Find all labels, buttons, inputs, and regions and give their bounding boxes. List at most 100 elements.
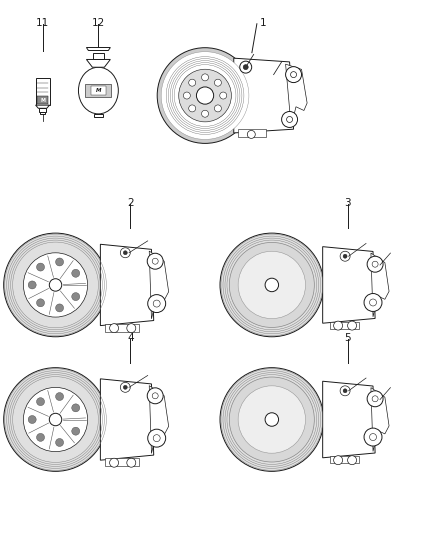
Bar (91, 86, 106, 95)
Bar (39, 108, 46, 112)
Circle shape (72, 427, 80, 435)
Circle shape (189, 79, 196, 86)
Ellipse shape (78, 67, 118, 114)
Circle shape (243, 64, 248, 70)
Circle shape (372, 261, 378, 267)
Circle shape (72, 269, 80, 277)
Circle shape (367, 391, 383, 407)
Text: 1: 1 (260, 18, 266, 28)
Circle shape (72, 293, 80, 301)
Circle shape (189, 105, 196, 112)
Circle shape (152, 393, 158, 399)
Circle shape (110, 324, 119, 333)
Circle shape (343, 389, 347, 393)
Circle shape (4, 233, 107, 337)
Circle shape (334, 321, 343, 330)
Polygon shape (371, 253, 389, 317)
Circle shape (201, 110, 208, 117)
Circle shape (153, 435, 160, 442)
Polygon shape (35, 105, 49, 108)
Circle shape (370, 299, 377, 306)
Circle shape (340, 386, 350, 396)
Text: 11: 11 (36, 18, 49, 28)
Text: 3: 3 (344, 198, 351, 208)
Circle shape (364, 294, 382, 311)
Circle shape (56, 393, 64, 400)
Circle shape (49, 279, 62, 291)
Circle shape (124, 385, 127, 389)
Circle shape (265, 278, 279, 292)
Bar (37, 95, 48, 104)
Text: M: M (40, 98, 45, 102)
Text: 12: 12 (92, 18, 105, 28)
Circle shape (56, 304, 64, 312)
Circle shape (238, 386, 306, 453)
Circle shape (364, 428, 382, 446)
Circle shape (157, 47, 253, 143)
Circle shape (240, 61, 252, 73)
Circle shape (110, 458, 119, 467)
Bar (106, 458, 139, 466)
Circle shape (124, 251, 127, 255)
Circle shape (230, 243, 314, 327)
Circle shape (230, 377, 314, 462)
Circle shape (343, 254, 347, 258)
Circle shape (147, 388, 163, 404)
Circle shape (36, 263, 45, 271)
Polygon shape (323, 247, 375, 323)
Circle shape (184, 92, 191, 99)
Circle shape (148, 295, 166, 312)
Circle shape (340, 251, 350, 261)
Circle shape (290, 71, 297, 78)
Circle shape (72, 404, 80, 412)
Polygon shape (149, 385, 169, 454)
Circle shape (372, 396, 378, 402)
Circle shape (334, 456, 343, 465)
Circle shape (265, 413, 279, 426)
Circle shape (367, 256, 383, 272)
Polygon shape (234, 58, 293, 133)
Circle shape (220, 92, 227, 99)
Polygon shape (86, 47, 110, 51)
Bar (35, 78, 49, 105)
Text: 4: 4 (127, 333, 134, 343)
Circle shape (28, 281, 36, 289)
Circle shape (247, 131, 255, 139)
Circle shape (23, 253, 88, 317)
Polygon shape (100, 379, 154, 460)
Circle shape (36, 398, 45, 406)
Bar (94, 114, 103, 117)
Bar (40, 112, 45, 114)
Circle shape (196, 87, 214, 104)
Circle shape (215, 79, 221, 86)
Circle shape (148, 429, 166, 447)
Circle shape (201, 74, 208, 81)
Circle shape (215, 105, 221, 112)
Circle shape (127, 458, 136, 467)
Circle shape (120, 248, 130, 258)
Bar (106, 324, 139, 332)
Text: 5: 5 (344, 333, 351, 343)
Circle shape (120, 382, 130, 392)
Circle shape (179, 69, 231, 122)
Circle shape (161, 52, 249, 140)
Circle shape (36, 433, 45, 441)
Bar (330, 456, 359, 463)
Bar (93, 53, 103, 60)
Circle shape (23, 387, 88, 451)
Circle shape (4, 368, 107, 471)
Bar (238, 129, 266, 136)
Circle shape (56, 258, 64, 266)
Circle shape (286, 67, 301, 83)
Circle shape (282, 111, 297, 127)
Bar (330, 321, 359, 329)
Circle shape (36, 299, 45, 307)
Polygon shape (86, 60, 110, 67)
Circle shape (49, 413, 62, 426)
Polygon shape (371, 387, 389, 451)
Circle shape (153, 300, 160, 307)
Circle shape (152, 258, 158, 264)
Bar (85, 84, 111, 97)
Circle shape (348, 321, 357, 330)
Circle shape (56, 439, 64, 447)
